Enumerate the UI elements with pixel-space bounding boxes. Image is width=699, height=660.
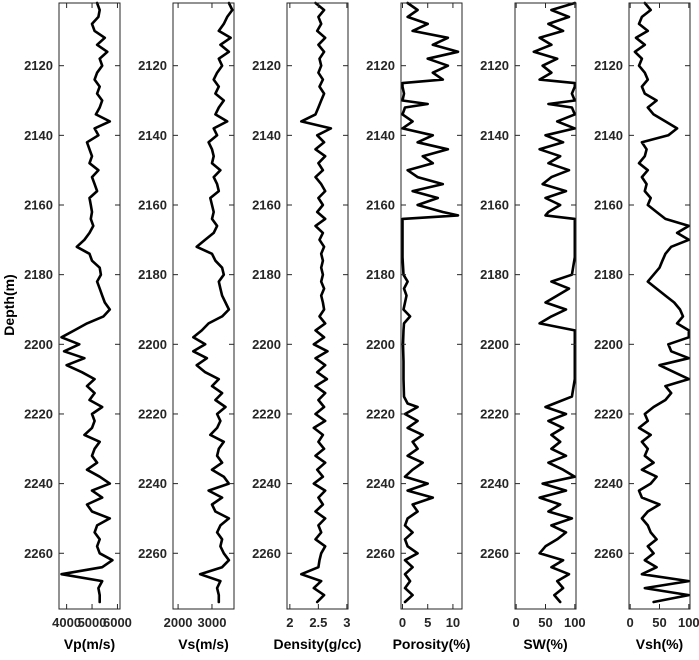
- y-axis-label: Depth(m): [1, 274, 17, 335]
- x-axis-label: Vp(m/s): [64, 636, 115, 652]
- depth-tick-label: 2260: [366, 546, 395, 561]
- depth-tick-label: 2220: [594, 406, 623, 421]
- track-3: 2120 2140 2160 2180 2200 2220 2240 2260 2 2.5 3 Den…: [252, 1, 362, 652]
- depth-tick-label: 2160: [252, 198, 281, 213]
- track-6: 2120 2140 2160 2180 2200 2220 2240 2260 0 50 100 Vs…: [594, 1, 699, 652]
- depth-tick-label: 2140: [24, 128, 53, 143]
- depth-tick-label: 2180: [24, 267, 53, 282]
- track-1: 2120 2140 2160 2180 2200 2220 2240 2260 40005000…: [24, 1, 132, 652]
- track-frame: [286, 2, 349, 610]
- x-tick-label: 0: [513, 615, 520, 630]
- depth-tick-label: 2200: [594, 337, 623, 352]
- depth-tick-label: 2140: [138, 128, 167, 143]
- x-tick-label: 2.5: [309, 615, 327, 630]
- depth-tick-label: 2180: [480, 267, 509, 282]
- depth-tick-label: 2160: [480, 198, 509, 213]
- x-tick-label: 0: [627, 615, 634, 630]
- x-tick-label: 3000: [198, 615, 227, 630]
- x-tick-label: 0: [399, 615, 406, 630]
- depth-tick-label: 2260: [252, 546, 281, 561]
- x-axis-label: Porosity(%): [393, 636, 471, 652]
- log-curve-3: [300, 1, 333, 604]
- x-axis-label: Density(g/cc): [274, 636, 362, 652]
- log-tracks: 2120214021602180220022202240226040005000…: [24, 1, 699, 652]
- depth-tick-label: 2220: [480, 406, 509, 421]
- depth-tick-label: 2140: [480, 128, 509, 143]
- depth-tick-label: 2260: [24, 546, 53, 561]
- track-frame: [172, 2, 235, 610]
- x-axis-label: Vs(m/s): [178, 636, 229, 652]
- depth-tick-label: 2120: [24, 58, 53, 73]
- x-tick-label: 100: [564, 615, 586, 630]
- depth-tick-label: 2180: [138, 267, 167, 282]
- depth-tick-label: 2120: [366, 58, 395, 73]
- x-tick-label: 2000: [164, 615, 193, 630]
- depth-tick-label: 2220: [252, 406, 281, 421]
- track-4: 2120 2140 2160 2180 2200 2220 2240 2260 0 5 10 Poro…: [366, 1, 471, 652]
- depth-tick-label: 2160: [594, 198, 623, 213]
- depth-tick-label: 2140: [594, 128, 623, 143]
- depth-tick-label: 2200: [480, 337, 509, 352]
- depth-tick-label: 2240: [480, 476, 509, 491]
- depth-tick-label: 2120: [252, 58, 281, 73]
- track-5: 2120 2140 2160 2180 2200 2220 2240 2260 0 50 100 SW…: [480, 1, 586, 652]
- track-frame: [58, 2, 121, 610]
- depth-tick-label: 2240: [594, 476, 623, 491]
- log-curve-5: [532, 1, 577, 604]
- x-axis-label: Vsh(%): [636, 636, 683, 652]
- x-tick-label: 2: [286, 615, 293, 630]
- track-frame: [628, 2, 691, 610]
- depth-tick-label: 2260: [138, 546, 167, 561]
- track-frame: [400, 2, 463, 610]
- depth-tick-label: 2200: [138, 337, 167, 352]
- depth-tick-label: 2160: [24, 198, 53, 213]
- depth-tick-label: 2200: [24, 337, 53, 352]
- depth-tick-label: 2240: [138, 476, 167, 491]
- x-tick-label: 5000: [78, 615, 107, 630]
- x-tick-label: 5: [424, 615, 431, 630]
- x-tick-label: 4000: [52, 615, 81, 630]
- depth-tick-label: 2140: [366, 128, 395, 143]
- depth-tick-label: 2180: [366, 267, 395, 282]
- log-curve-4: [401, 1, 460, 604]
- track-2: 2120 2140 2160 2180 2200 2220 2240 2260 2000 3000…: [138, 1, 235, 652]
- depth-tick-label: 2120: [138, 58, 167, 73]
- depth-tick-label: 2240: [252, 476, 281, 491]
- x-tick-label: 50: [652, 615, 666, 630]
- log-curve-6: [633, 1, 691, 604]
- depth-tick-label: 2140: [252, 128, 281, 143]
- depth-tick-label: 2220: [366, 406, 395, 421]
- depth-tick-label: 2180: [594, 267, 623, 282]
- depth-tick-label: 2260: [594, 546, 623, 561]
- depth-tick-label: 2220: [138, 406, 167, 421]
- depth-tick-label: 2120: [480, 58, 509, 73]
- depth-tick-label: 2160: [138, 198, 167, 213]
- depth-tick-label: 2200: [252, 337, 281, 352]
- depth-tick-label: 2200: [366, 337, 395, 352]
- x-tick-label: 50: [538, 615, 552, 630]
- depth-tick-label: 2120: [594, 58, 623, 73]
- depth-tick-label: 2180: [252, 267, 281, 282]
- depth-tick-label: 2260: [480, 546, 509, 561]
- depth-tick-label: 2240: [24, 476, 53, 491]
- x-axis-label: SW(%): [523, 636, 567, 652]
- log-curve-1: [60, 1, 114, 604]
- x-tick-label: 6000: [103, 615, 132, 630]
- log-curve-2: [192, 1, 234, 604]
- depth-tick-label: 2240: [366, 476, 395, 491]
- x-tick-label: 10: [446, 615, 460, 630]
- x-tick-label: 100: [678, 615, 699, 630]
- x-tick-label: 3: [343, 615, 350, 630]
- depth-tick-label: 2220: [24, 406, 53, 421]
- depth-tick-label: 2160: [366, 198, 395, 213]
